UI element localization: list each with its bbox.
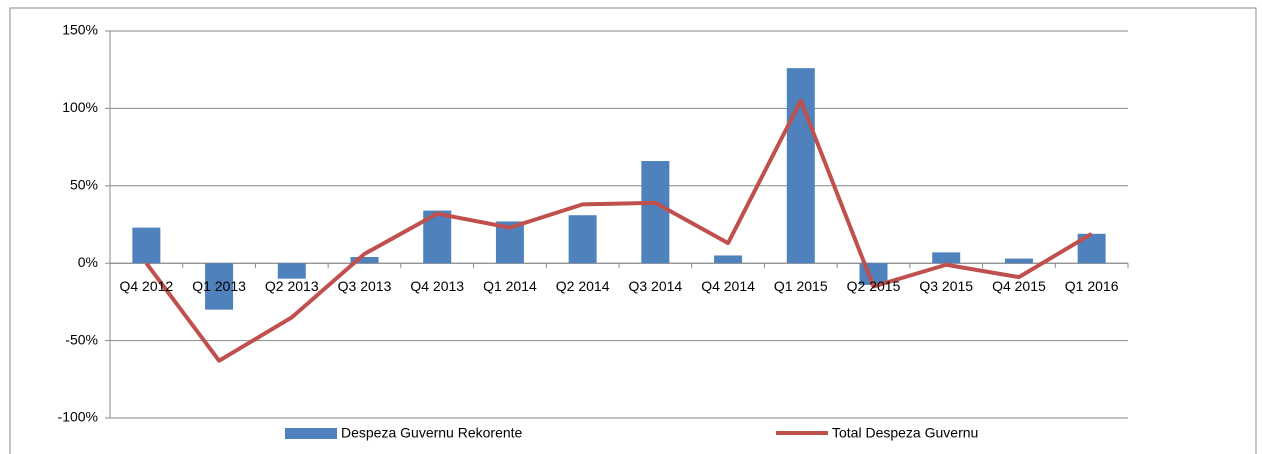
x-tick-label: Q3 2015 <box>919 278 973 294</box>
legend-swatch <box>285 428 337 439</box>
x-tick-label: Q4 2012 <box>119 278 173 294</box>
y-tick-label: 150% <box>62 22 98 38</box>
legend-label: Total Despeza Guvernu <box>832 425 978 441</box>
line <box>144 98 1093 363</box>
x-tick-label: Q2 2013 <box>265 278 319 294</box>
chart-frame <box>9 7 1257 454</box>
bar <box>932 252 961 264</box>
x-tick-label: Q1 2015 <box>774 278 828 294</box>
bar <box>132 227 161 264</box>
x-tick-label: Q1 2014 <box>483 278 537 294</box>
x-tick-label: Q4 2013 <box>410 278 464 294</box>
y-tick-label: -50% <box>65 331 98 347</box>
bar <box>786 68 815 264</box>
y-tick-label: 0% <box>78 254 98 270</box>
bar <box>205 263 234 310</box>
bar <box>350 257 379 264</box>
x-tick-label: Q4 2015 <box>992 278 1046 294</box>
x-tick-label: Q2 2014 <box>556 278 610 294</box>
y-tick-label: 50% <box>70 177 98 193</box>
x-tick-label: Q1 2016 <box>1065 278 1119 294</box>
bar <box>714 255 743 264</box>
y-tick-label: -100% <box>58 409 98 425</box>
x-tick-label: Q3 2013 <box>338 278 392 294</box>
bar <box>277 263 306 279</box>
bar <box>641 161 670 264</box>
bar <box>568 215 597 264</box>
legend-label: Despeza Guvernu Rekorente <box>341 425 523 441</box>
y-tick-label: 100% <box>62 99 98 115</box>
x-tick-label: Q2 2015 <box>847 278 901 294</box>
x-tick-label: Q1 2013 <box>192 278 246 294</box>
x-tick-label: Q3 2014 <box>628 278 682 294</box>
x-tick-label: Q4 2014 <box>701 278 755 294</box>
bar <box>1004 258 1033 264</box>
